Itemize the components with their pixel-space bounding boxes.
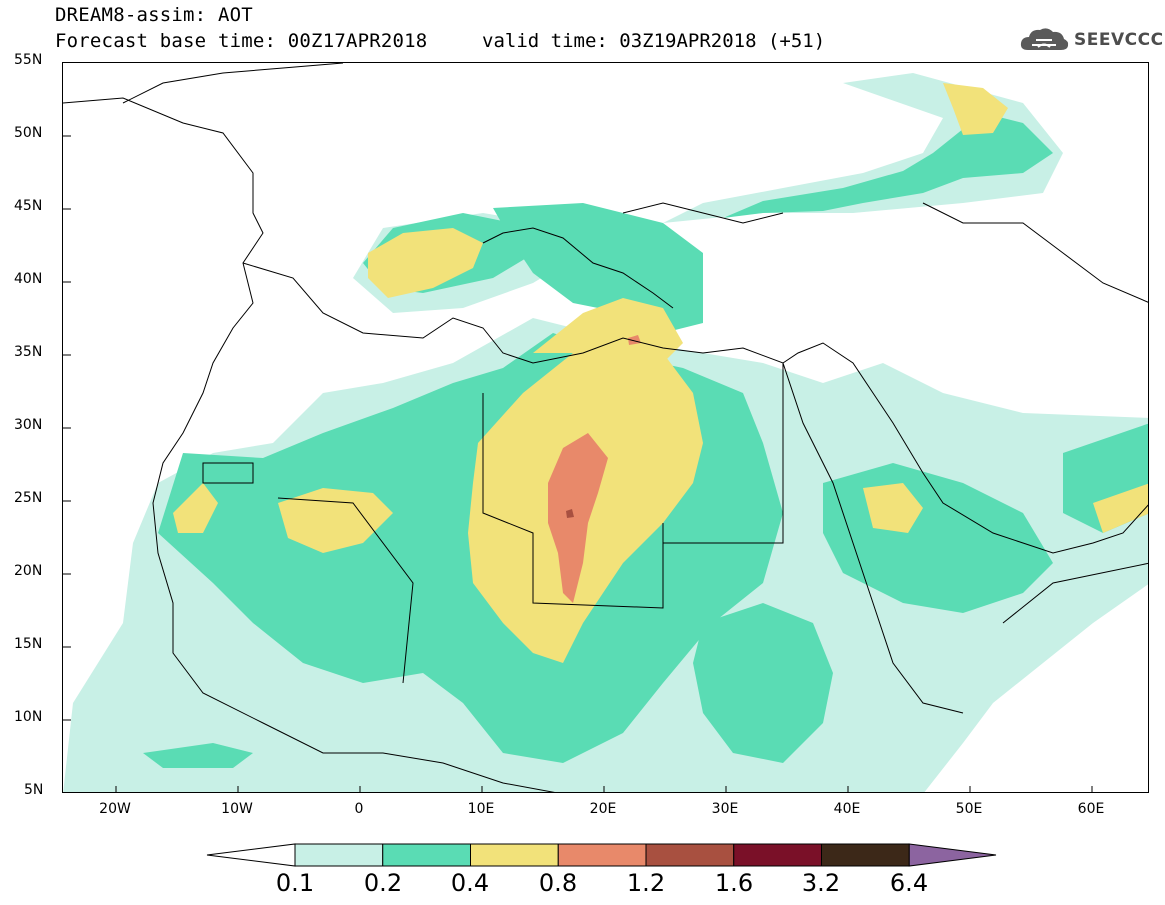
colorbar-label: 1.6 bbox=[714, 869, 754, 897]
lon-label: 20E bbox=[589, 801, 617, 817]
graticule bbox=[63, 135, 1093, 792]
forecast-base-time: Forecast base time: 00Z17APR2018 bbox=[55, 30, 428, 52]
lat-label: 15N bbox=[14, 636, 43, 652]
colorbar-bin bbox=[733, 843, 822, 867]
lon-label: 0 bbox=[354, 801, 364, 817]
map-title: DREAM8-assim: AOT bbox=[55, 4, 253, 26]
colorbar-bin bbox=[294, 843, 384, 867]
colorbar-label: 0.8 bbox=[538, 869, 578, 897]
colorbar-bin bbox=[382, 843, 471, 867]
coastlines-and-borders bbox=[63, 63, 1148, 792]
lat-label: 45N bbox=[14, 198, 43, 214]
colorbar-bin bbox=[645, 843, 735, 867]
lat-label: 35N bbox=[14, 344, 43, 360]
colorbar-bin bbox=[908, 843, 997, 867]
colorbar-bin bbox=[821, 843, 910, 867]
colorbar-label: 1.2 bbox=[626, 869, 666, 897]
colorbar-label: 0.2 bbox=[363, 869, 403, 897]
lon-label: 60E bbox=[1077, 801, 1105, 817]
lon-label: 50E bbox=[955, 801, 983, 817]
lat-label: 55N bbox=[14, 52, 43, 68]
seevccc-logo: SEEVCCC bbox=[1018, 24, 1164, 56]
lon-label: 20W bbox=[99, 801, 131, 817]
valid-time: valid time: 03Z19APR2018 (+51) bbox=[482, 30, 826, 52]
aot-colorbar bbox=[206, 843, 997, 867]
lon-label: 10W bbox=[221, 801, 253, 817]
colorbar-label: 0.1 bbox=[275, 869, 315, 897]
lon-label: 30E bbox=[711, 801, 739, 817]
colorbar-label: 0.4 bbox=[450, 869, 490, 897]
lat-label: 50N bbox=[14, 125, 43, 141]
lat-label: 5N bbox=[24, 782, 44, 798]
lat-label: 30N bbox=[14, 417, 43, 433]
aot-shading bbox=[63, 73, 1148, 792]
colorbar-bin bbox=[557, 843, 647, 867]
lat-label: 10N bbox=[14, 709, 43, 725]
colorbar-label: 3.2 bbox=[801, 869, 841, 897]
colorbar-bin bbox=[470, 843, 559, 867]
logo-text: SEEVCCC bbox=[1074, 30, 1164, 50]
lat-label: 40N bbox=[14, 271, 43, 287]
aot-map bbox=[62, 62, 1149, 793]
lon-label: 10E bbox=[467, 801, 495, 817]
lon-label: 40E bbox=[833, 801, 861, 817]
lat-label: 25N bbox=[14, 490, 43, 506]
colorbar-bin bbox=[206, 843, 296, 867]
lat-label: 20N bbox=[14, 563, 43, 579]
colorbar-label: 6.4 bbox=[889, 869, 929, 897]
cloud-icon bbox=[1020, 28, 1069, 50]
